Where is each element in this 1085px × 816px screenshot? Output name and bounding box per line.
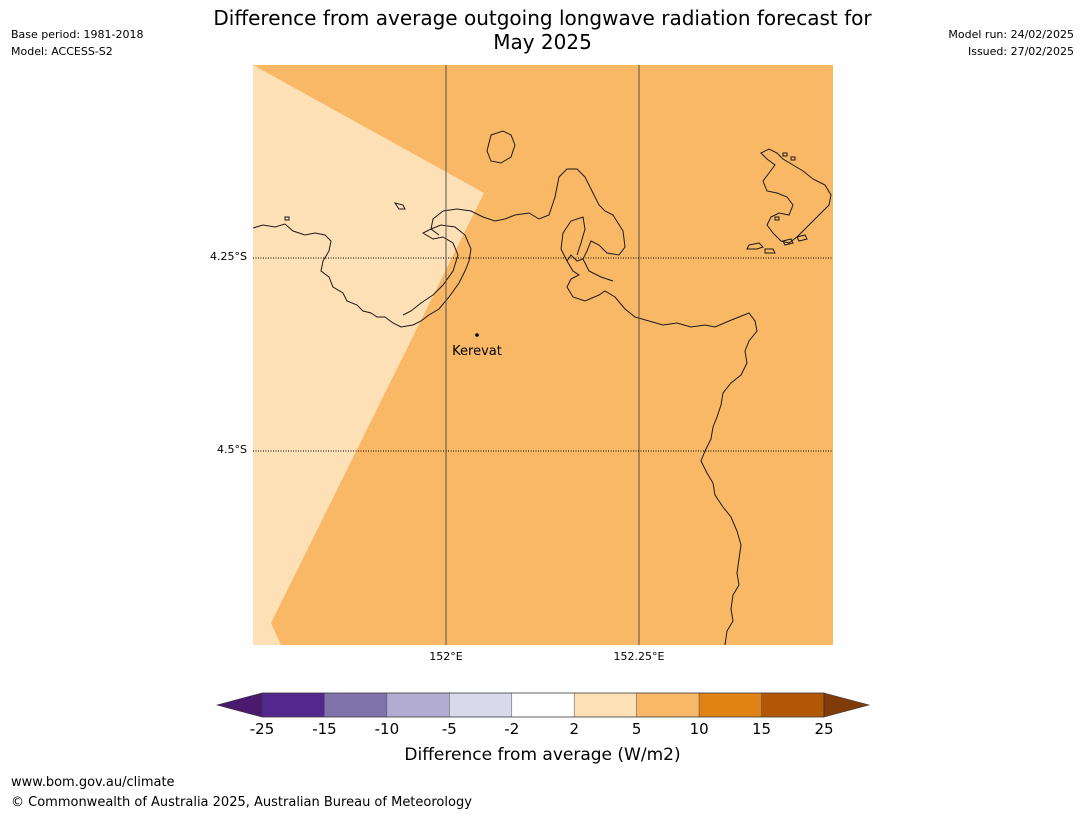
footer-url: www.bom.gov.au/climate <box>11 775 175 790</box>
colorbar-tick-label: -15 <box>312 720 337 738</box>
colorbar-extend-low <box>215 692 263 718</box>
islet-tiny <box>284 216 290 221</box>
colorbar <box>215 692 871 718</box>
map-title: Difference from average outgoing longwav… <box>0 6 1085 54</box>
colorbar-tick-label: 25 <box>814 720 834 738</box>
colorbar-extend-high <box>823 692 871 718</box>
lon-label-152e: 152°E <box>429 650 463 663</box>
island-north <box>486 130 516 164</box>
colorbar-tick-label: 15 <box>752 720 772 738</box>
colorbar-segment <box>386 692 450 718</box>
colorbar-frame <box>261 692 825 718</box>
islet-ne-a <box>782 152 788 157</box>
footer-copyright: © Commonwealth of Australia 2025, Austra… <box>11 795 472 810</box>
colorbar-segment <box>761 692 825 718</box>
map-title-line1: Difference from average outgoing longwav… <box>213 6 872 30</box>
meta-left: Base period: 1981-2018 Model: ACCESS-S2 <box>11 26 143 60</box>
island-northeast-small-1 <box>746 242 764 250</box>
model-run-text: Model run: 24/02/2025 <box>948 28 1074 41</box>
town-label-kerevat: Kerevat <box>452 344 502 359</box>
islet-ne-c <box>774 216 780 221</box>
colorbar-segment <box>449 692 513 718</box>
colorbar-tick-label: 10 <box>689 720 709 738</box>
island-northeast-small-3 <box>782 238 794 246</box>
lat-label-4-5s: 4.5°S <box>217 443 247 456</box>
colorbar-segment <box>261 692 325 718</box>
colorbar-tick-label: -2 <box>504 720 520 738</box>
colorbar-label: Difference from average (W/m2) <box>404 745 681 765</box>
lat-label-4-25s: 4.25°S <box>210 250 247 263</box>
island-northeast <box>760 148 832 244</box>
coastline-headland <box>560 216 614 282</box>
islet-west <box>393 202 406 210</box>
base-period-text: Base period: 1981-2018 <box>11 28 144 41</box>
colorbar-tick-label: -5 <box>441 720 457 738</box>
island-northeast-small-2 <box>764 248 776 254</box>
colorbar-segment <box>573 692 637 718</box>
colorbar-segment <box>324 692 388 718</box>
issued-text: Issued: 27/02/2025 <box>967 45 1074 58</box>
colorbar-segment <box>698 692 762 718</box>
anomaly-region-2-to-5 <box>253 65 484 645</box>
map-gridlines <box>253 65 833 645</box>
colorbar-tick-label: 5 <box>631 720 642 738</box>
map-title-line2: May 2025 <box>493 30 592 54</box>
coastline-north <box>430 168 758 645</box>
colorbar-segment <box>511 692 575 718</box>
lon-label-152-25e: 152.25°E <box>613 650 665 663</box>
island-northeast-small-4 <box>796 234 808 242</box>
colorbar-tick-label: 2 <box>569 720 579 738</box>
forecast-map: Kerevat <box>253 65 833 645</box>
meta-right: Model run: 24/02/2025 Issued: 27/02/2025 <box>948 26 1074 60</box>
model-text: Model: ACCESS-S2 <box>11 45 113 58</box>
colorbar-tick-label: -25 <box>249 720 275 738</box>
islet-ne-b <box>790 156 796 161</box>
colorbar-tick-label: -10 <box>374 720 400 738</box>
town-marker-kerevat <box>475 333 479 337</box>
colorbar-segment <box>636 692 700 718</box>
